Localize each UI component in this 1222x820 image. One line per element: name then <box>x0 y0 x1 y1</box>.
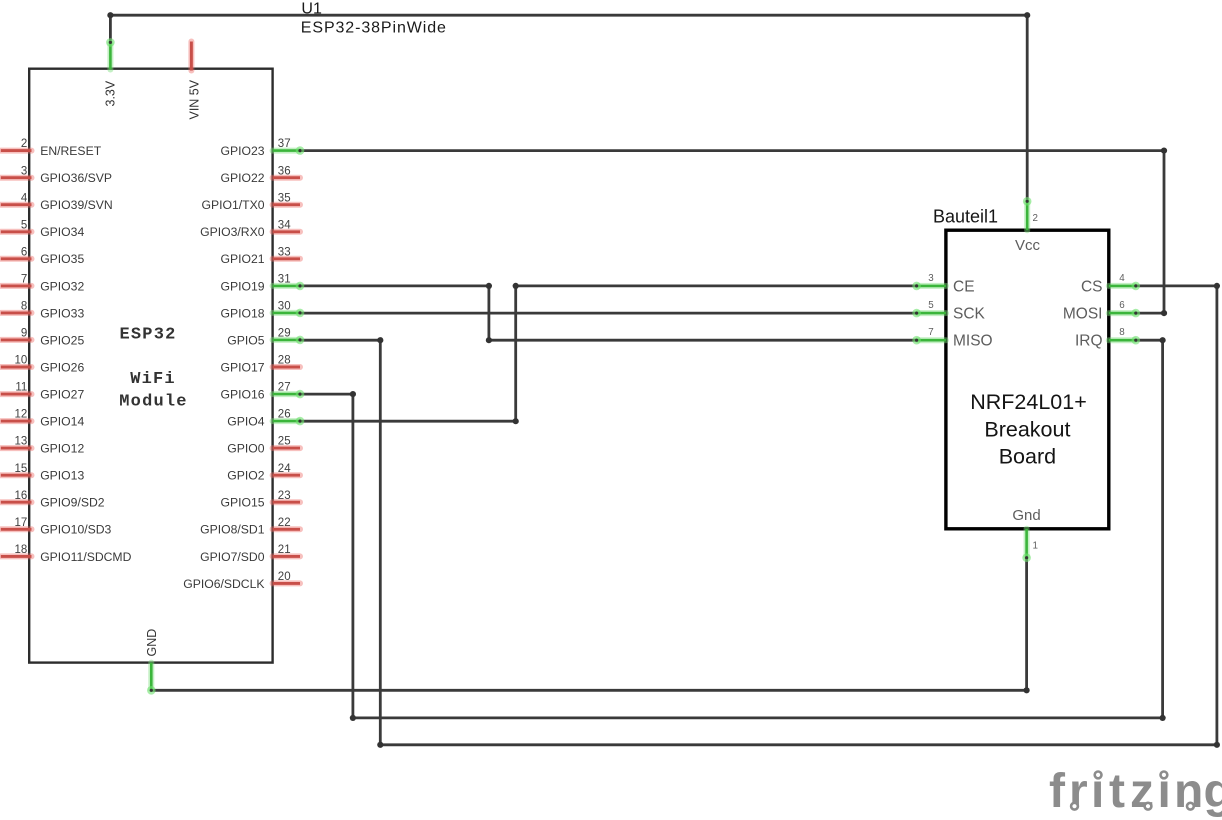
svg-text:EN/RESET: EN/RESET <box>40 144 102 158</box>
svg-text:GPIO14: GPIO14 <box>40 415 84 429</box>
svg-text:GPIO26: GPIO26 <box>40 360 84 374</box>
svg-text:GPIO32: GPIO32 <box>40 279 84 293</box>
svg-text:24: 24 <box>278 463 291 475</box>
svg-text:8: 8 <box>1119 327 1125 338</box>
svg-text:WiFi: WiFi <box>130 370 176 389</box>
svg-text:GPIO4: GPIO4 <box>227 415 264 429</box>
svg-text:GPIO8/SD1: GPIO8/SD1 <box>200 523 265 537</box>
svg-text:Vcc: Vcc <box>1015 237 1041 254</box>
svg-text:28: 28 <box>278 355 291 367</box>
svg-text:Bauteil1: Bauteil1 <box>933 206 998 226</box>
svg-text:GPIO35: GPIO35 <box>40 252 84 266</box>
svg-text:5: 5 <box>21 219 27 231</box>
svg-text:33: 33 <box>278 246 291 258</box>
svg-text:GPIO34: GPIO34 <box>40 225 84 239</box>
svg-text:3: 3 <box>928 273 934 284</box>
svg-text:Module: Module <box>119 393 187 412</box>
svg-text:GPIO15: GPIO15 <box>220 496 264 510</box>
svg-text:31: 31 <box>278 274 291 286</box>
svg-text:20: 20 <box>278 571 291 583</box>
svg-text:15: 15 <box>15 463 28 475</box>
svg-text:25: 25 <box>278 436 291 448</box>
svg-text:GPIO10/SD3: GPIO10/SD3 <box>40 523 111 537</box>
svg-text:GPIO21: GPIO21 <box>220 252 264 266</box>
svg-text:ESP32: ESP32 <box>119 326 176 345</box>
svg-text:U1: U1 <box>301 1 322 18</box>
svg-text:GPIO33: GPIO33 <box>40 306 84 320</box>
svg-text:MOSI: MOSI <box>1063 306 1103 323</box>
svg-text:6: 6 <box>21 246 27 258</box>
svg-text:GPIO0: GPIO0 <box>227 442 264 456</box>
svg-text:GPIO13: GPIO13 <box>40 469 84 483</box>
svg-text:36: 36 <box>278 165 291 177</box>
svg-text:GPIO12: GPIO12 <box>40 442 84 456</box>
svg-text:SCK: SCK <box>953 306 986 323</box>
svg-text:GND: GND <box>145 629 159 657</box>
svg-text:GPIO39/SVN: GPIO39/SVN <box>40 198 112 212</box>
svg-text:GPIO27: GPIO27 <box>40 388 84 402</box>
svg-text:GPIO2: GPIO2 <box>227 469 264 483</box>
svg-text:IRQ: IRQ <box>1075 333 1103 350</box>
svg-text:27: 27 <box>278 382 291 394</box>
svg-text:29: 29 <box>278 328 291 340</box>
svg-text:23: 23 <box>278 490 291 502</box>
svg-text:1: 1 <box>1033 541 1038 552</box>
svg-text:4: 4 <box>1119 273 1125 284</box>
svg-text:NRF24L01+: NRF24L01+ <box>970 390 1087 414</box>
svg-text:GPIO6/SDCLK: GPIO6/SDCLK <box>183 577 264 591</box>
svg-text:5: 5 <box>928 300 934 311</box>
svg-text:GPIO5: GPIO5 <box>227 333 264 347</box>
svg-text:MISO: MISO <box>953 333 993 350</box>
svg-text:Gnd: Gnd <box>1012 507 1040 524</box>
svg-text:VIN 5V: VIN 5V <box>188 79 202 119</box>
svg-text:35: 35 <box>278 192 291 204</box>
svg-text:GPIO36/SVP: GPIO36/SVP <box>40 171 112 185</box>
svg-text:2: 2 <box>1033 213 1038 224</box>
svg-text:GPIO18: GPIO18 <box>220 306 264 320</box>
svg-text:Board: Board <box>999 445 1056 469</box>
svg-text:10: 10 <box>15 355 28 367</box>
svg-text:9: 9 <box>21 328 27 340</box>
svg-text:21: 21 <box>278 544 291 556</box>
svg-text:GPIO9/SD2: GPIO9/SD2 <box>40 496 105 510</box>
svg-text:17: 17 <box>15 517 28 529</box>
svg-text:11: 11 <box>15 382 27 394</box>
svg-text:34: 34 <box>278 219 291 231</box>
svg-text:GPIO25: GPIO25 <box>40 333 84 347</box>
svg-text:7: 7 <box>928 327 933 338</box>
svg-text:13: 13 <box>15 436 28 448</box>
svg-text:8: 8 <box>21 301 27 313</box>
svg-text:Breakout: Breakout <box>984 418 1070 442</box>
svg-text:GPIO17: GPIO17 <box>220 360 264 374</box>
svg-text:18: 18 <box>15 544 28 556</box>
svg-text:6: 6 <box>1119 300 1125 311</box>
svg-text:3.3V: 3.3V <box>104 80 118 106</box>
svg-text:GPIO23: GPIO23 <box>220 144 264 158</box>
svg-text:CE: CE <box>953 278 975 295</box>
svg-text:37: 37 <box>278 138 291 150</box>
svg-text:26: 26 <box>278 409 291 421</box>
svg-text:16: 16 <box>15 490 28 502</box>
svg-text:GPIO3/RX0: GPIO3/RX0 <box>200 225 265 239</box>
svg-text:GPIO19: GPIO19 <box>220 279 264 293</box>
svg-text:12: 12 <box>15 409 28 421</box>
svg-text:22: 22 <box>278 517 291 529</box>
svg-text:ESP32-38PinWide: ESP32-38PinWide <box>301 20 447 37</box>
svg-text:30: 30 <box>278 301 291 313</box>
svg-text:GPIO1/TX0: GPIO1/TX0 <box>202 198 265 212</box>
svg-text:GPIO11/SDCMD: GPIO11/SDCMD <box>40 550 131 564</box>
svg-text:GPIO22: GPIO22 <box>220 171 264 185</box>
svg-text:3: 3 <box>21 165 27 177</box>
svg-text:CS: CS <box>1081 278 1103 295</box>
svg-text:4: 4 <box>21 192 28 204</box>
svg-text:GPIO16: GPIO16 <box>220 388 264 402</box>
svg-text:2: 2 <box>21 138 27 150</box>
svg-text:GPIO7/SD0: GPIO7/SD0 <box>200 550 265 564</box>
svg-text:7: 7 <box>21 274 27 286</box>
